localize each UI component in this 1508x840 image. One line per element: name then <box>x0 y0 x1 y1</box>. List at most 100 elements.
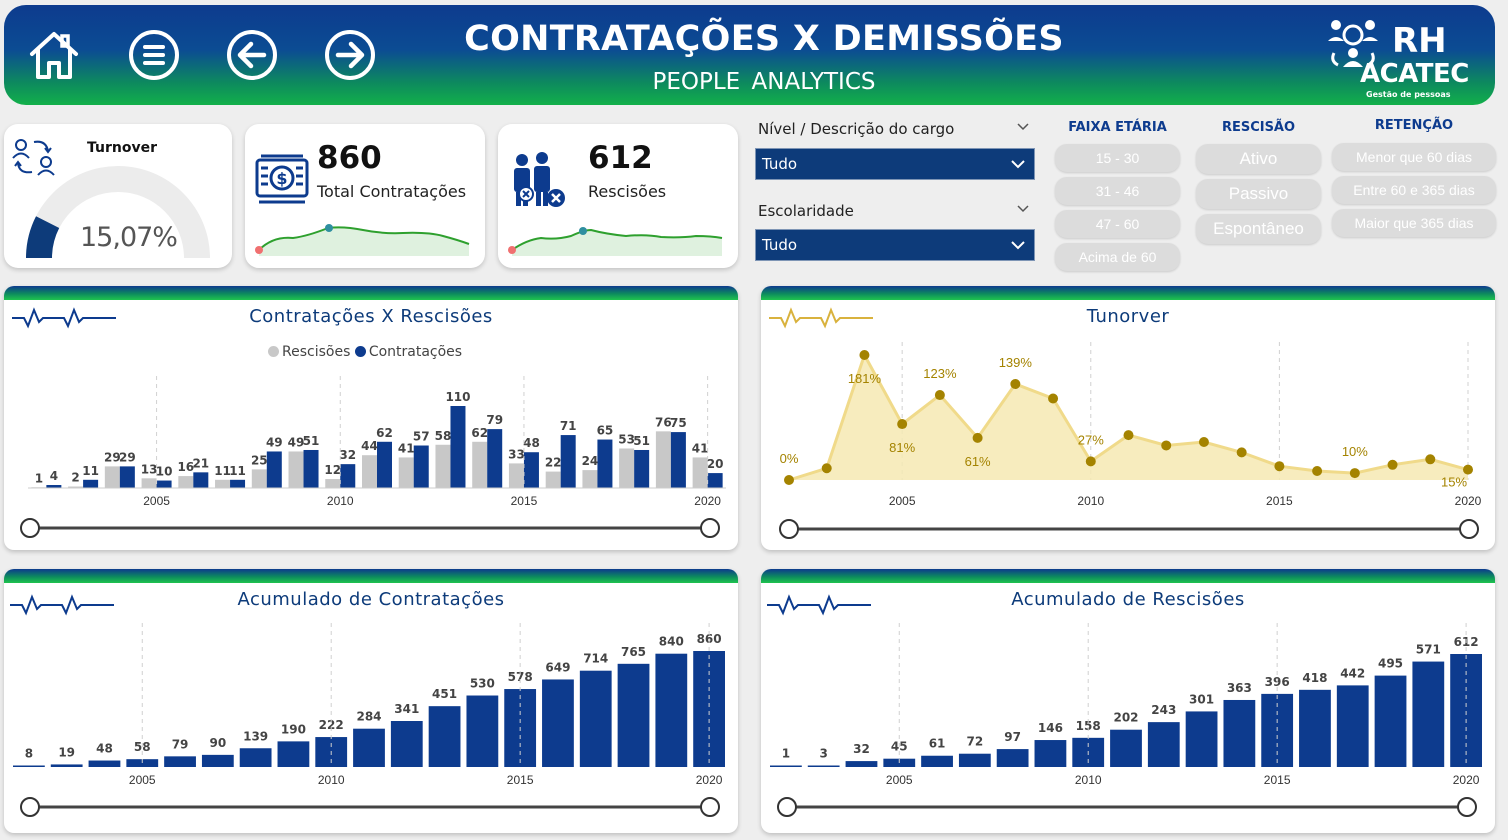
panel-header-bar <box>761 569 1495 583</box>
data-label: 72 <box>966 735 983 749</box>
data-label: 58 <box>134 740 151 754</box>
turnover-point <box>934 390 945 401</box>
logo-acatec: ACATEC <box>1360 59 1469 89</box>
header-banner: CONTRATAÇÕES X DEMISSÕES PEOPLE ANALYTIC… <box>4 5 1495 105</box>
range-slider-handle[interactable] <box>1457 797 1477 817</box>
data-label: 442 <box>1340 666 1365 680</box>
bar-rescisoes <box>104 466 120 488</box>
data-label: 97 <box>1004 730 1021 744</box>
x-tick-label: 2010 <box>1075 773 1102 787</box>
range-slider-handle[interactable] <box>700 797 720 817</box>
data-label-contratacoes: 11 <box>229 464 246 478</box>
bar-contratacoes <box>523 452 539 488</box>
data-label-rescisoes: 62 <box>471 426 488 440</box>
page-title: CONTRATAÇÕES X DEMISSÕES <box>464 19 1064 59</box>
turnover-point <box>1048 393 1059 404</box>
data-label: 27% <box>1078 432 1104 447</box>
data-label: 146 <box>1038 721 1063 735</box>
pulse-icon <box>769 307 873 329</box>
bar-contratacoes <box>230 479 246 488</box>
home-icon[interactable] <box>26 27 82 83</box>
retencao-option[interactable]: Entre 60 e 365 dias <box>1332 176 1496 204</box>
faixa-option[interactable]: 31 - 46 <box>1055 177 1180 205</box>
data-label: 48 <box>96 742 113 756</box>
bar <box>126 759 159 767</box>
chevron-down-icon[interactable] <box>1017 121 1029 133</box>
turnover-point <box>1085 456 1096 467</box>
x-tick-label: 2015 <box>1266 494 1293 508</box>
bar-rescisoes <box>692 457 708 488</box>
pulse-icon <box>767 594 871 616</box>
faixa-option[interactable]: 15 - 30 <box>1055 144 1180 172</box>
range-slider-handle[interactable] <box>779 519 799 539</box>
data-label-contratacoes: 4 <box>50 469 58 483</box>
escolaridade-dropdown[interactable]: Tudo <box>755 229 1035 261</box>
retencao-option[interactable]: Menor que 60 dias <box>1332 143 1496 171</box>
svg-text:$: $ <box>276 169 287 188</box>
turnover-point <box>1387 459 1398 470</box>
range-slider-handle[interactable] <box>777 797 797 817</box>
bar-rescisoes <box>141 478 157 488</box>
range-slider-handle[interactable] <box>20 518 40 538</box>
chevron-down-icon <box>1011 160 1025 169</box>
data-label-rescisoes: 25 <box>251 453 268 467</box>
turnover-people-icon <box>12 139 55 176</box>
nivel-dropdown[interactable]: Tudo <box>755 148 1035 180</box>
rescisao-option[interactable]: Passivo <box>1196 179 1321 209</box>
turnover-point <box>1425 454 1436 465</box>
bar <box>1223 699 1256 767</box>
data-label: 139 <box>243 729 268 743</box>
bar <box>542 679 574 767</box>
turnover-point <box>1463 464 1473 475</box>
bar <box>1110 729 1142 767</box>
arrow-left-icon[interactable] <box>224 27 280 83</box>
range-slider-handle[interactable] <box>1459 519 1479 539</box>
bar-contratacoes <box>83 479 99 488</box>
range-slider-handle[interactable] <box>20 797 40 817</box>
chart-legend: Rescisões Contratações <box>268 344 462 360</box>
bar-rescisoes <box>325 479 341 488</box>
faixa-option[interactable]: Acima de 60 <box>1055 243 1180 271</box>
chevron-down-icon[interactable] <box>1017 203 1029 215</box>
data-label: 714 <box>583 652 608 666</box>
contratacoes-rescisoes-panel: Contratações X Rescisões Rescisões Contr… <box>4 286 738 550</box>
bar-contratacoes <box>340 464 356 488</box>
data-label-rescisoes: 11 <box>214 464 231 478</box>
data-label: 8 <box>25 747 33 761</box>
retencao-option[interactable]: Maior que 365 dias <box>1332 209 1496 237</box>
bar <box>277 741 310 767</box>
rescisao-option[interactable]: Ativo <box>1196 144 1321 174</box>
logo-tagline: Gestão de pessoas <box>1366 90 1451 99</box>
range-slider-handle[interactable] <box>700 518 720 538</box>
panel-header-bar <box>4 286 738 300</box>
bar <box>617 663 650 767</box>
bar-contratacoes <box>634 449 650 488</box>
bar <box>88 760 121 767</box>
arrow-right-icon[interactable] <box>322 27 378 83</box>
bar-rescisoes <box>655 431 671 488</box>
faixa-option[interactable]: 47 - 60 <box>1055 210 1180 238</box>
turnover-gauge <box>26 166 210 258</box>
team-logo-icon <box>1328 20 1378 67</box>
data-label-contratacoes: 71 <box>560 419 577 433</box>
turnover-point <box>897 419 908 430</box>
x-tick-label: 2015 <box>511 494 538 508</box>
retencao-title: RETENÇÃO <box>1374 118 1454 133</box>
data-label-contratacoes: 110 <box>445 390 470 404</box>
data-label: 32 <box>853 742 870 756</box>
rescisao-option[interactable]: Espontâneo <box>1196 214 1321 244</box>
data-label: 181% <box>848 371 882 386</box>
contratacoes-card: $ 860 Total Contratações <box>245 124 485 268</box>
bar <box>1412 661 1445 767</box>
bar-rescisoes <box>68 486 84 488</box>
menu-icon[interactable] <box>126 27 182 83</box>
bar-contratacoes <box>156 480 172 488</box>
x-tick-label: 2015 <box>507 773 534 787</box>
bar-contratacoes <box>707 473 723 488</box>
panel-header-bar <box>761 286 1495 300</box>
turnover-value: 15,07% <box>80 222 178 253</box>
x-tick-label: 2005 <box>886 773 913 787</box>
x-tick-label: 2020 <box>1453 773 1480 787</box>
data-label-rescisoes: 24 <box>582 454 599 468</box>
data-label: 840 <box>659 635 684 649</box>
